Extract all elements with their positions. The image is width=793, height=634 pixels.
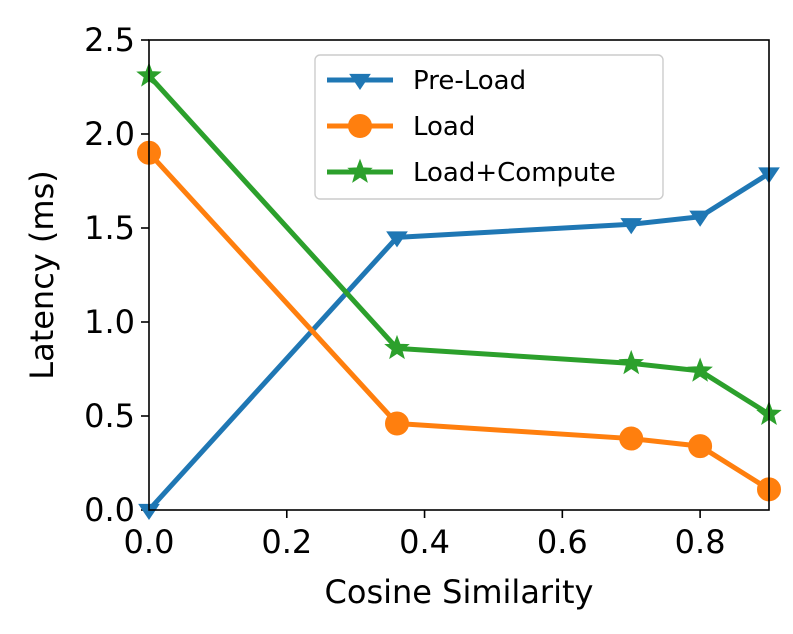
data-point-load	[619, 426, 644, 451]
x-tick-label: 0.0	[124, 523, 175, 561]
data-point-load	[688, 434, 713, 459]
x-tick-label: 0.2	[261, 523, 312, 561]
plot-frame	[148, 39, 770, 511]
legend-marker-pre-load	[349, 73, 371, 91]
data-point-pre-load	[689, 210, 711, 227]
marker-layer	[136, 62, 782, 521]
data-point-pre-load	[620, 218, 643, 235]
y-tick-label: 0.5	[84, 397, 135, 435]
legend-marker-load	[348, 114, 372, 138]
data-point-load-compute	[384, 334, 410, 360]
legend-marker-load-compute	[347, 158, 373, 183]
legend-entry-pre-load: Pre-Load	[327, 66, 526, 96]
x-tick-marks	[148, 510, 701, 518]
x-tick-label: 0.6	[537, 523, 588, 561]
x-axis-label: Cosine Similarity	[325, 573, 594, 611]
legend-entry-load: Load	[327, 112, 475, 142]
data-point-pre-load	[386, 231, 408, 248]
series-line-pre-load	[149, 170, 769, 510]
legend-box	[314, 54, 664, 200]
y-tick-label: 0.0	[84, 491, 135, 529]
legend-entries: Pre-Load Load Load+Compute	[327, 66, 616, 188]
legend-label-load-compute: Load+Compute	[413, 158, 616, 188]
x-tick-label: 0.8	[675, 523, 726, 561]
data-point-load	[385, 411, 409, 436]
data-point-load-compute	[687, 357, 713, 382]
y-tick-marks	[141, 39, 149, 511]
x-tick-labels: 0.0 0.2 0.4 0.6 0.8	[124, 523, 726, 561]
series-line-load	[149, 149, 769, 493]
y-axis-label: Latency (ms)	[23, 170, 61, 379]
legend-label-pre-load: Pre-Load	[413, 66, 526, 96]
y-tick-label: 2.0	[84, 115, 135, 153]
legend-label-load: Load	[413, 112, 475, 142]
legend-entry-load-compute: Load+Compute	[327, 158, 616, 188]
y-tick-label: 1.0	[84, 303, 135, 341]
legend: Pre-Load Load Load+Compute	[314, 54, 664, 200]
y-tick-label: 1.5	[84, 209, 135, 247]
x-tick-label: 0.4	[399, 523, 450, 561]
data-point-load-compute	[618, 349, 644, 375]
y-tick-label: 2.5	[84, 21, 135, 59]
y-tick-labels: 0.0 0.5 1.0 1.5 2.0 2.5	[84, 21, 135, 529]
